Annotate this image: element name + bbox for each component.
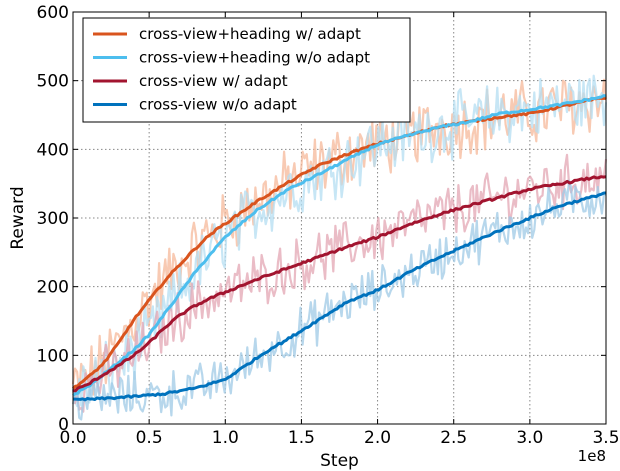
x-tick-label: 0.0 [59,428,86,448]
y-tick-label: 0 [58,415,69,435]
raw-series-traces [71,74,608,421]
x-tick-label: 1.0 [212,428,239,448]
legend-label: cross-view w/o adapt [139,96,297,114]
x-tick-label: 1.5 [288,428,315,448]
x-tick-label: 0.5 [136,428,163,448]
y-tick-labels: 0 100 200 300 400 500 600 [37,3,69,435]
y-tick-label: 200 [37,278,69,298]
x-tick-label: 2.5 [440,428,467,448]
series-line-2 [72,175,607,393]
y-tick-label: 100 [37,346,69,366]
y-tick-label: 300 [37,209,69,229]
x-axis-label: Step [320,451,359,471]
y-tick-label: 500 [37,72,69,92]
legend: cross-view+heading w/ adapt cross-view+he… [82,17,411,123]
legend-label: cross-view+heading w/ adapt [139,25,361,43]
smoothed-series-lines [71,94,607,402]
x-tick-label: 2.0 [364,428,391,448]
y-tick-label: 600 [37,3,69,23]
legend-label: cross-view+heading w/o adapt [139,49,370,67]
series-line-1 [72,94,607,397]
raw-trace-3 [71,179,607,421]
x-tick-labels: 0.0 0.5 1.0 1.5 2.0 2.5 3.0 3.5 [59,428,619,448]
series-line-3 [72,191,607,402]
x-axis-offset-text: 1e8 [578,447,606,465]
raw-trace-2 [71,153,608,413]
y-axis-label: Reward [8,186,28,249]
series-line-0 [71,96,607,390]
x-tick-label: 3.5 [592,428,619,448]
axis-ticks [72,11,607,425]
legend-box [82,17,411,123]
legend-label: cross-view w/ adapt [139,72,288,90]
x-tick-label: 3.0 [516,428,543,448]
y-tick-label: 400 [37,140,69,160]
